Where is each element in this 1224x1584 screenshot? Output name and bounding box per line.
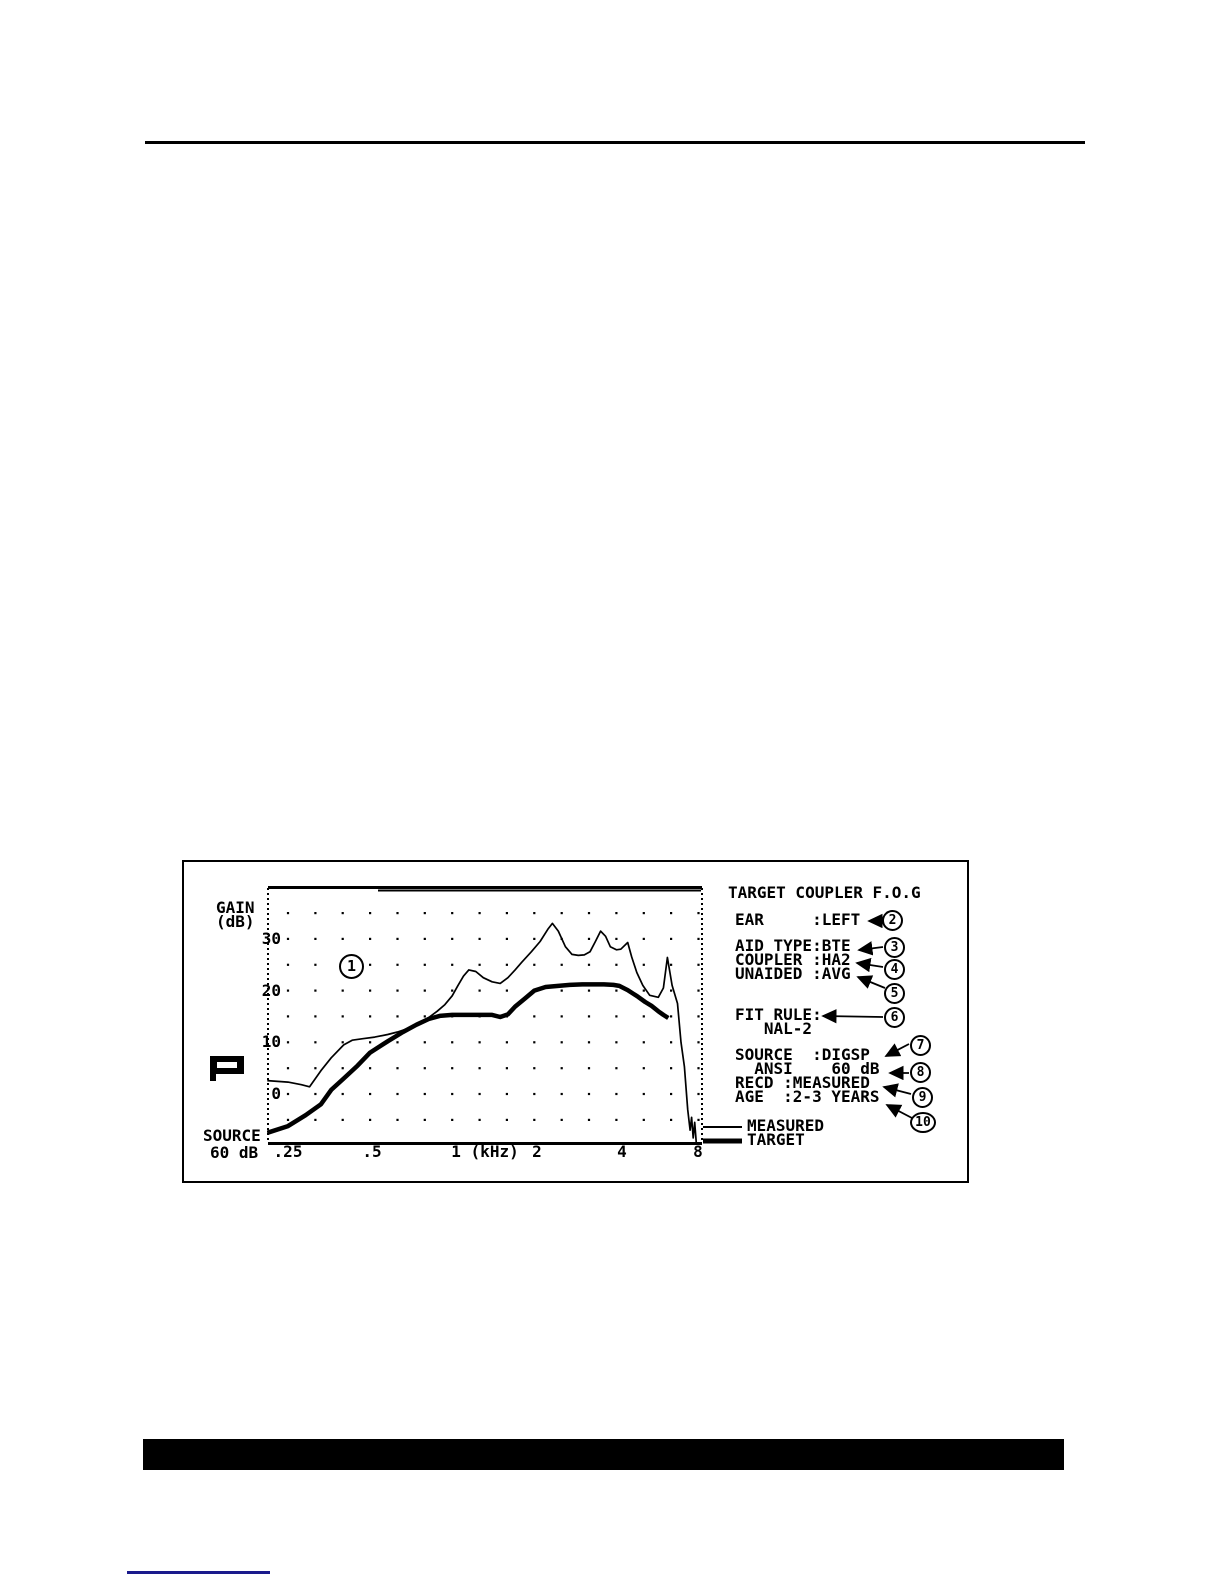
curve-target <box>267 982 670 1135</box>
param-recd: RECD :MEASURED <box>735 1073 870 1092</box>
curve-measured <box>267 922 698 1144</box>
param-ansi-level: ANSI 60 dB <box>735 1059 880 1078</box>
dot-grid <box>286 912 700 1121</box>
x-tick-1khz: 1 (kHz) <box>451 1142 519 1161</box>
y-axis-title-line1: GAIN <box>216 898 255 917</box>
x-tick-025: .25 <box>273 1142 303 1161</box>
screen-title: TARGET COUPLER F.O.G <box>728 883 921 902</box>
param-age: AGE :2-3 YEARS <box>735 1087 880 1106</box>
y-tick-20: 20 <box>261 981 281 1000</box>
y-tick-10: 10 <box>261 1032 281 1051</box>
callout-10: 10 <box>910 1112 936 1133</box>
param-ear: EAR :LEFT <box>735 910 861 929</box>
param-source: SOURCE :DIGSP <box>735 1045 870 1064</box>
source-label: SOURCE <box>203 1126 261 1145</box>
param-fit-rule: FIT RULE: <box>735 1005 822 1024</box>
callout-8: 8 <box>910 1062 931 1083</box>
y-axis-title-line2: (dB) <box>216 912 255 931</box>
callout-4: 4 <box>884 959 905 980</box>
source-level: 60 dB <box>210 1143 259 1162</box>
gain-frequency-chart <box>210 886 913 1145</box>
plot-borders <box>267 886 703 1145</box>
x-tick-8: 8 <box>693 1142 703 1161</box>
param-coupler: COUPLER :HA2 <box>735 950 851 969</box>
header-rule <box>145 141 1085 144</box>
callout-arrows <box>821 913 913 1119</box>
footer-bar <box>143 1439 1064 1470</box>
callout-2: 2 <box>882 910 903 931</box>
callout-5: 5 <box>884 983 905 1004</box>
param-fit-rule-value: NAL-2 <box>735 1019 813 1038</box>
x-tick-05: .5 <box>362 1142 382 1161</box>
probe-marker-icon <box>210 1056 244 1081</box>
callout-7: 7 <box>910 1035 931 1056</box>
callout-1: 1 <box>339 954 364 979</box>
param-unaided: UNAIDED :AVG <box>735 964 851 983</box>
analyzer-screen-figure: GAIN (dB) 30 20 10 0 SOURCE 60 dB .25 .5… <box>182 860 969 1183</box>
y-tick-0: 0 <box>271 1084 281 1103</box>
legend-measured-label: MEASURED <box>747 1116 825 1135</box>
callout-9: 9 <box>912 1087 933 1108</box>
param-aid-type: AID TYPE:BTE <box>735 936 851 955</box>
x-tick-2: 2 <box>532 1142 542 1161</box>
footer-link-underline[interactable] <box>127 1571 270 1574</box>
response-curves <box>267 922 698 1144</box>
legend-target-label: TARGET <box>747 1130 805 1149</box>
legend-swatches <box>703 1126 742 1144</box>
callout-3: 3 <box>884 937 905 958</box>
x-tick-4: 4 <box>617 1142 627 1161</box>
y-tick-30: 30 <box>261 929 281 948</box>
callout-6: 6 <box>884 1007 905 1028</box>
